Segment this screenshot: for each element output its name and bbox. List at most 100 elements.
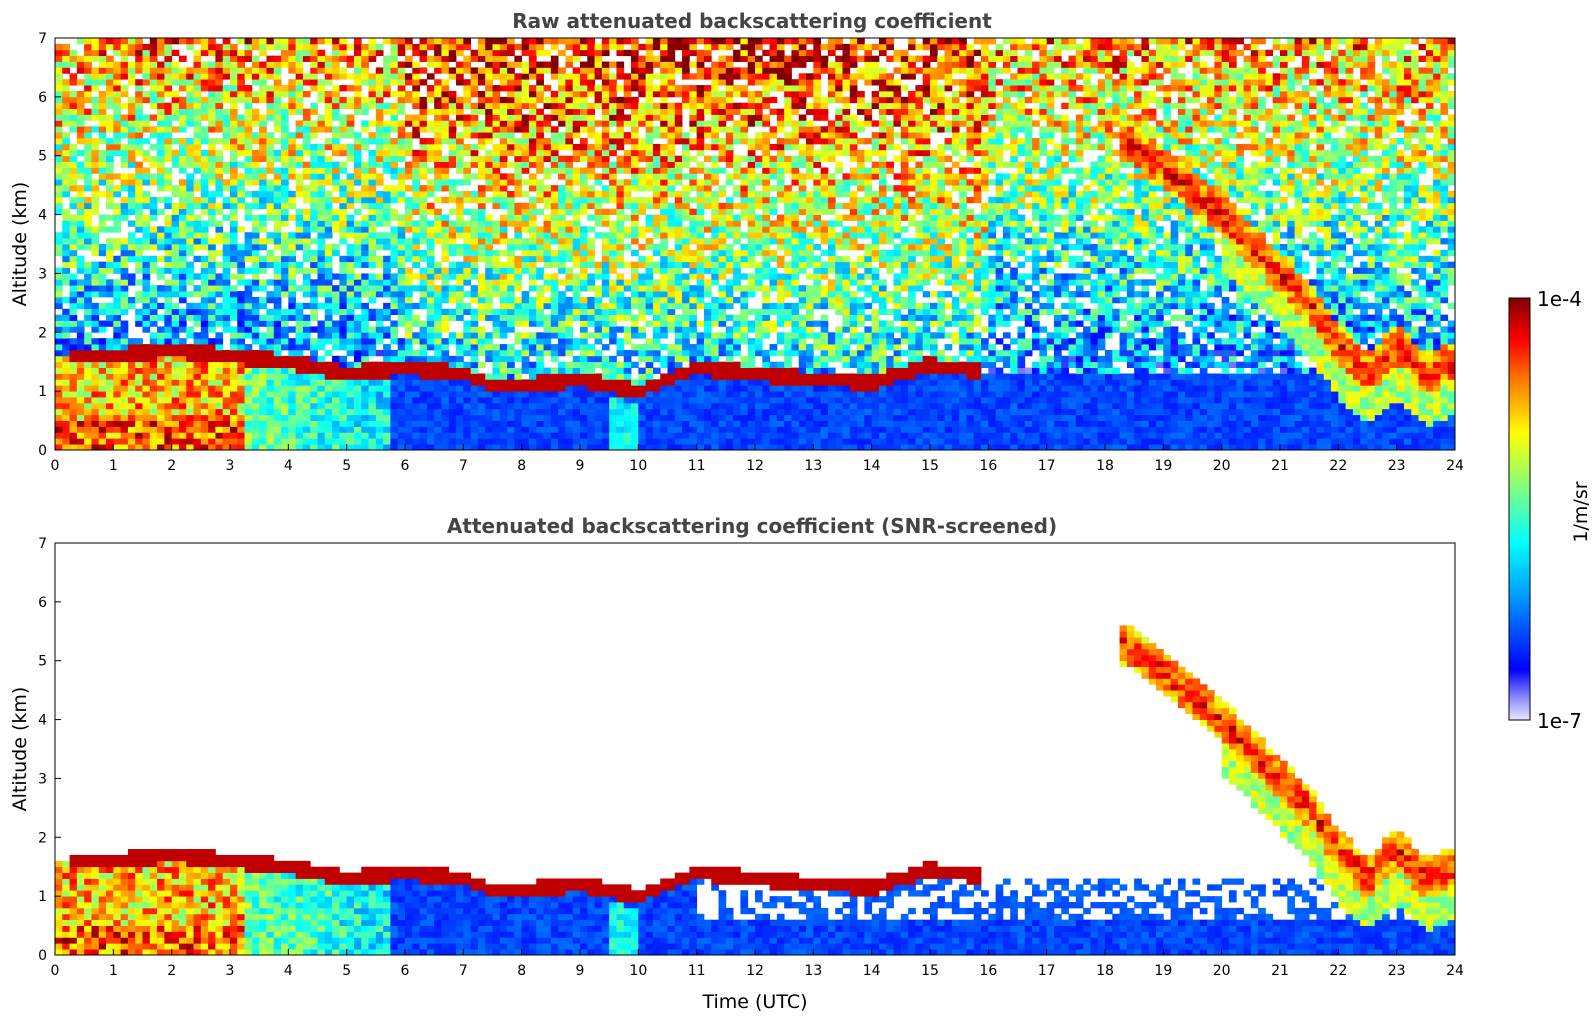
heatmap-cell bbox=[120, 238, 129, 245]
heatmap-cell bbox=[631, 349, 639, 357]
heatmap-cell bbox=[339, 120, 348, 127]
heatmap-cell bbox=[492, 332, 501, 339]
heatmap-cell bbox=[55, 320, 63, 327]
heatmap-cell bbox=[485, 355, 493, 363]
heatmap-cell bbox=[55, 85, 63, 92]
heatmap-cell bbox=[69, 320, 78, 327]
heatmap-cell bbox=[587, 279, 595, 286]
heatmap-cell bbox=[215, 167, 224, 174]
heatmap-cell bbox=[251, 402, 260, 410]
heatmap-cell bbox=[565, 349, 574, 357]
heatmap-cell bbox=[536, 438, 544, 445]
heatmap-cell bbox=[594, 132, 603, 139]
heatmap-cell bbox=[616, 196, 625, 204]
heatmap-cell bbox=[419, 432, 428, 439]
heatmap-cell bbox=[317, 432, 326, 439]
heatmap-cell bbox=[601, 320, 610, 327]
heatmap-cell bbox=[645, 214, 654, 221]
heatmap-cell bbox=[193, 308, 202, 316]
heatmap-cell bbox=[164, 126, 173, 133]
heatmap-cell bbox=[157, 43, 165, 51]
heatmap-cell bbox=[521, 261, 530, 268]
heatmap-cell bbox=[244, 255, 253, 263]
heatmap-cell bbox=[528, 338, 537, 345]
heatmap-cell bbox=[149, 214, 158, 221]
heatmap-cell bbox=[142, 255, 151, 263]
heatmap-cell bbox=[383, 185, 391, 192]
heatmap-cell bbox=[587, 332, 595, 339]
heatmap-cell bbox=[456, 249, 464, 257]
heatmap-cell bbox=[631, 420, 639, 427]
heatmap-cell bbox=[463, 102, 472, 110]
heatmap-cell bbox=[405, 114, 413, 121]
heatmap-cell bbox=[419, 202, 428, 210]
heatmap-cell bbox=[507, 238, 515, 245]
heatmap-cell bbox=[390, 167, 399, 174]
heatmap-cell bbox=[324, 143, 333, 151]
heatmap-cell bbox=[164, 61, 173, 68]
heatmap-cell bbox=[361, 367, 369, 374]
heatmap-cell bbox=[580, 261, 588, 268]
heatmap-cell bbox=[84, 238, 92, 245]
heatmap-cell bbox=[237, 173, 245, 180]
heatmap-cell bbox=[178, 373, 187, 380]
heatmap-cell bbox=[631, 426, 639, 433]
heatmap-cell bbox=[375, 90, 384, 98]
heatmap-cell bbox=[375, 397, 384, 404]
heatmap-cell bbox=[230, 208, 238, 215]
heatmap-cell bbox=[405, 220, 413, 227]
heatmap-cell bbox=[587, 355, 595, 363]
heatmap-cell bbox=[361, 61, 369, 68]
heatmap-cell bbox=[55, 191, 63, 198]
heatmap-cell bbox=[127, 120, 136, 127]
heatmap-cell bbox=[164, 402, 173, 410]
heatmap-cell bbox=[565, 126, 574, 133]
heatmap-cell bbox=[492, 38, 501, 45]
heatmap-cell bbox=[565, 344, 574, 351]
heatmap-cell bbox=[397, 408, 406, 416]
heatmap-cell bbox=[69, 296, 78, 304]
heatmap-cell bbox=[609, 438, 617, 445]
heatmap-cell bbox=[91, 373, 100, 380]
heatmap-cell bbox=[259, 143, 267, 151]
heatmap-cell bbox=[157, 185, 165, 192]
heatmap-cell bbox=[113, 49, 122, 57]
heatmap-cell bbox=[623, 214, 632, 221]
heatmap-cell bbox=[215, 49, 224, 57]
heatmap-cell bbox=[485, 155, 493, 162]
heatmap-cell bbox=[645, 267, 654, 274]
heatmap-cell bbox=[390, 114, 399, 121]
heatmap-cell bbox=[324, 296, 333, 304]
heatmap-cell bbox=[565, 108, 574, 115]
heatmap-cell bbox=[178, 338, 187, 345]
heatmap-cell bbox=[580, 367, 588, 374]
heatmap-cell bbox=[251, 408, 260, 416]
heatmap-cell bbox=[157, 349, 165, 357]
heatmap-cell bbox=[441, 232, 450, 239]
heatmap-cell bbox=[164, 314, 173, 321]
heatmap-cell bbox=[601, 214, 610, 221]
heatmap-cell bbox=[295, 308, 304, 316]
heatmap-cell bbox=[353, 414, 362, 421]
heatmap-cell bbox=[98, 373, 107, 380]
heatmap-cell bbox=[543, 114, 552, 121]
heatmap-cell bbox=[222, 402, 231, 410]
heatmap-cell bbox=[84, 426, 92, 433]
heatmap-cell bbox=[390, 373, 399, 380]
heatmap-cell bbox=[507, 220, 515, 227]
heatmap-cell bbox=[492, 202, 501, 210]
heatmap-cell bbox=[528, 379, 537, 386]
heatmap-cell bbox=[441, 214, 450, 221]
heatmap-cell bbox=[426, 55, 435, 62]
heatmap-cell bbox=[142, 420, 151, 427]
heatmap-cell bbox=[178, 214, 187, 221]
heatmap-cell bbox=[609, 391, 617, 398]
heatmap-cell bbox=[623, 202, 632, 210]
heatmap-cell bbox=[631, 132, 639, 139]
heatmap-cell bbox=[609, 208, 617, 215]
heatmap-cell bbox=[142, 226, 151, 233]
heatmap-cell bbox=[616, 202, 625, 210]
heatmap-cell bbox=[434, 155, 442, 162]
heatmap-cell bbox=[317, 261, 326, 268]
heatmap-cell bbox=[251, 38, 260, 45]
